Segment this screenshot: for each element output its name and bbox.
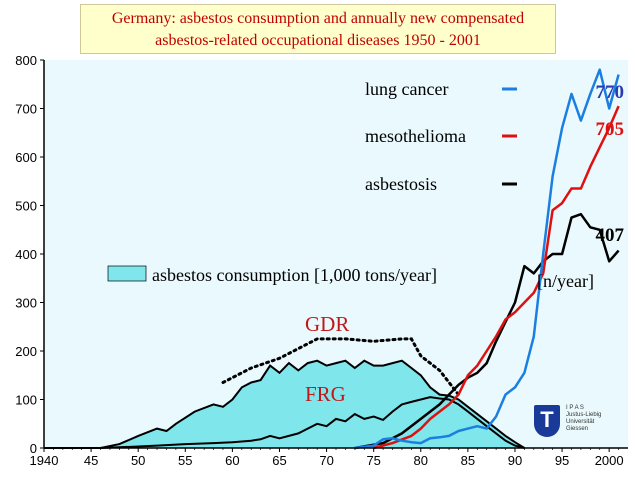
series-asbestosis-line: [354, 212, 620, 450]
y-tick-label: 400: [15, 247, 37, 262]
y-tick-label: 600: [15, 150, 37, 165]
legend-consumption-label: asbestos consumption [1,000 tons/year]: [152, 265, 437, 285]
legend-asbestosis-label: asbestosis: [365, 174, 437, 194]
legend-consumption-swatch: [107, 265, 147, 282]
logo-line-2: Justus-Liebig: [566, 412, 602, 418]
y-tick-label: 0: [30, 441, 37, 456]
x-tick-label: 60: [225, 453, 239, 468]
consumption-total-line: [44, 359, 525, 449]
y-tick-label: 800: [15, 53, 37, 68]
x-tick-label: 90: [508, 453, 522, 468]
university-logo: T I P A S Justus-Liebig Universität Gies…: [532, 403, 606, 443]
series-mesothelioma-line: [373, 105, 620, 450]
x-tick-label: 75: [366, 453, 380, 468]
y-tick-label: 700: [15, 102, 37, 117]
legend-mesothelioma-label: mesothelioma: [365, 126, 466, 146]
x-tick-label: 55: [178, 453, 192, 468]
consumption-gdr-dotted-line: [221, 337, 460, 397]
logo-emblem: T: [534, 405, 560, 437]
y-tick-label: 200: [15, 344, 37, 359]
unit-label: [n/year]: [537, 271, 594, 291]
end-label-mesothelioma: 705: [596, 119, 625, 140]
logo-line-4: Giessen: [566, 426, 589, 432]
end-label-asbestosis: 407: [596, 225, 625, 246]
x-tick-label: 65: [272, 453, 286, 468]
consumption-area: [44, 360, 525, 448]
end-label-lung-cancer: 770: [596, 82, 625, 103]
gdr-label: GDR: [305, 312, 349, 336]
y-tick-label: 100: [15, 393, 37, 408]
x-tick-label: 95: [555, 453, 569, 468]
chart-title-line-2: asbestos-related occupational diseases 1…: [155, 32, 481, 49]
frg-label: FRG: [305, 382, 346, 406]
consumption-frg-line: [44, 396, 525, 449]
x-tick-label: 80: [414, 453, 428, 468]
x-tick-label: 70: [319, 453, 333, 468]
series-lung-cancer-line: [354, 68, 620, 450]
y-tick-label: 500: [15, 199, 37, 214]
logo-line-3: Universität: [566, 419, 595, 425]
logo-line-1: I P A S: [566, 405, 584, 411]
x-tick-label: 2000: [595, 453, 624, 468]
x-tick-label: 45: [84, 453, 98, 468]
x-tick-label: 85: [461, 453, 475, 468]
x-tick-label: 1940: [30, 453, 59, 468]
chart-title-box: Germany: asbestos consumption and annual…: [80, 4, 556, 54]
y-tick-label: 300: [15, 296, 37, 311]
chart-title-line-1: Germany: asbestos consumption and annual…: [111, 10, 525, 27]
legend-lung-cancer-label: lung cancer: [365, 79, 448, 99]
x-tick-label: 50: [131, 453, 145, 468]
